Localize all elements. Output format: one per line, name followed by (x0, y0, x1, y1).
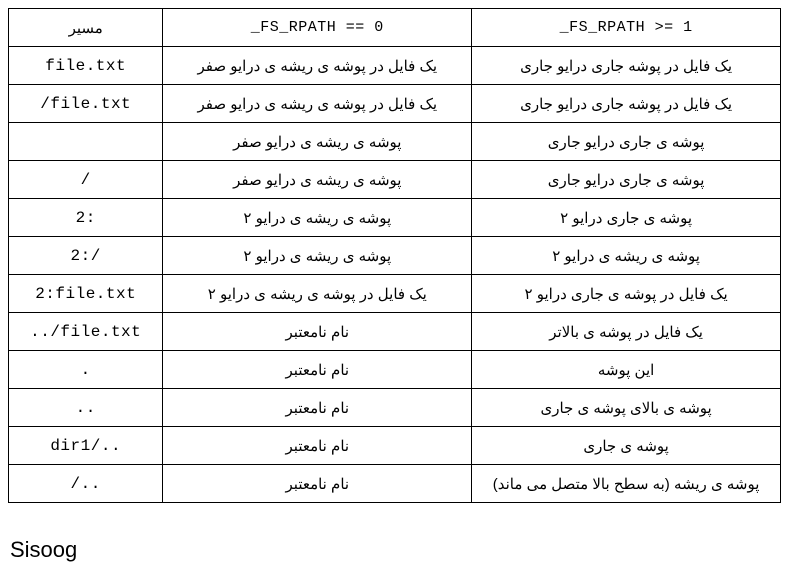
header-rpath1: _FS_RPATH >= 1 (472, 9, 781, 47)
desc-cell: پوشه ی ریشه ی درایو ۲ (163, 199, 472, 237)
desc-cell: نام نامعتبر (163, 427, 472, 465)
desc-cell: نام نامعتبر (163, 465, 472, 503)
desc-cell: نام نامعتبر (163, 389, 472, 427)
table-row: 2:/ پوشه ی ریشه ی درایو ۲ پوشه ی ریشه ی … (9, 237, 781, 275)
path-cell: /file.txt (9, 85, 163, 123)
path-cell: 2:/ (9, 237, 163, 275)
table-body: file.txt یک فایل در پوشه ی ریشه ی درایو … (9, 47, 781, 503)
desc-cell: یک فایل در پوشه ی بالاتر (472, 313, 781, 351)
path-cell: 2: (9, 199, 163, 237)
desc-cell: پوشه ی بالای پوشه ی جاری (472, 389, 781, 427)
desc-cell: نام نامعتبر (163, 313, 472, 351)
desc-cell: یک فایل در پوشه ی جاری درایو ۲ (472, 275, 781, 313)
desc-cell: یک فایل در پوشه جاری درایو جاری (472, 85, 781, 123)
table-row: 2:file.txt یک فایل در پوشه ی ریشه ی درای… (9, 275, 781, 313)
desc-cell: پوشه ی جاری درایو جاری (472, 161, 781, 199)
desc-cell: پوشه ی ریشه ی درایو ۲ (472, 237, 781, 275)
path-cell: / (9, 161, 163, 199)
brand-logo: Sisoog (10, 537, 77, 563)
desc-cell: پوشه ی ریشه ی درایو ۲ (163, 237, 472, 275)
table-row: /file.txt یک فایل در پوشه ی ریشه ی درایو… (9, 85, 781, 123)
desc-cell: پوشه ی جاری (472, 427, 781, 465)
desc-cell: یک فایل در پوشه ی ریشه ی درایو صفر (163, 47, 472, 85)
path-cell: . (9, 351, 163, 389)
desc-cell: یک فایل در پوشه ی ریشه ی درایو ۲ (163, 275, 472, 313)
path-cell: file.txt (9, 47, 163, 85)
header-path: مسیر (9, 9, 163, 47)
desc-cell: این پوشه (472, 351, 781, 389)
path-cell: .. (9, 389, 163, 427)
desc-cell: پوشه ی ریشه ی درایو صفر (163, 123, 472, 161)
table-row: .. نام نامعتبر پوشه ی بالای پوشه ی جاری (9, 389, 781, 427)
table-row: ../file.txt نام نامعتبر یک فایل در پوشه … (9, 313, 781, 351)
path-cell: ../file.txt (9, 313, 163, 351)
path-cell: dir1/.. (9, 427, 163, 465)
desc-cell: یک فایل در پوشه جاری درایو جاری (472, 47, 781, 85)
path-table: مسیر _FS_RPATH == 0 _FS_RPATH >= 1 file.… (8, 8, 781, 503)
desc-cell: پوشه ی ریشه ی درایو صفر (163, 161, 472, 199)
table-row: . نام نامعتبر این پوشه (9, 351, 781, 389)
table-row: dir1/.. نام نامعتبر پوشه ی جاری (9, 427, 781, 465)
table-header-row: مسیر _FS_RPATH == 0 _FS_RPATH >= 1 (9, 9, 781, 47)
desc-cell: پوشه ی جاری درایو ۲ (472, 199, 781, 237)
table-row: پوشه ی ریشه ی درایو صفر پوشه ی جاری درای… (9, 123, 781, 161)
path-cell (9, 123, 163, 161)
table-row: /.. نام نامعتبر پوشه ی ریشه (به سطح بالا… (9, 465, 781, 503)
header-rpath0: _FS_RPATH == 0 (163, 9, 472, 47)
desc-cell: نام نامعتبر (163, 351, 472, 389)
path-cell: /.. (9, 465, 163, 503)
table-row: 2: پوشه ی ریشه ی درایو ۲ پوشه ی جاری درا… (9, 199, 781, 237)
table-row: file.txt یک فایل در پوشه ی ریشه ی درایو … (9, 47, 781, 85)
desc-cell: یک فایل در پوشه ی ریشه ی درایو صفر (163, 85, 472, 123)
table-row: / پوشه ی ریشه ی درایو صفر پوشه ی جاری در… (9, 161, 781, 199)
desc-cell: پوشه ی ریشه (به سطح بالا متصل می ماند) (472, 465, 781, 503)
desc-cell: پوشه ی جاری درایو جاری (472, 123, 781, 161)
path-cell: 2:file.txt (9, 275, 163, 313)
